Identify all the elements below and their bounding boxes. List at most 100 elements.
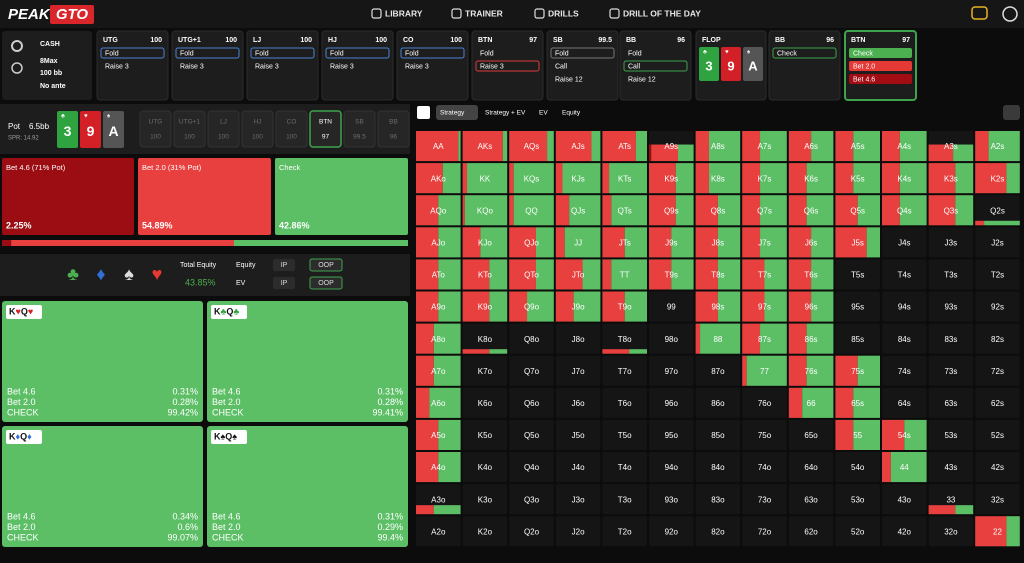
nav-item[interactable]: LIBRARY [385,8,423,18]
action-option-box[interactable] [475,60,540,72]
hand-cell[interactable] [649,323,694,354]
hand-cell[interactable] [742,484,787,515]
suit-filter[interactable]: ♥ [152,264,163,284]
hand-cell[interactable] [882,484,927,515]
hand-cell[interactable] [649,452,694,483]
hand-card[interactable] [207,301,408,422]
hand-cell[interactable] [509,452,554,483]
hand-cell[interactable] [788,452,834,483]
action-option[interactable]: Raise 3 [105,63,129,70]
position-box[interactable] [241,110,274,148]
hand-cell[interactable] [835,291,880,322]
hand-cell[interactable] [649,419,694,450]
hand-cell[interactable] [835,323,880,354]
hand-cell[interactable] [975,355,1020,386]
hand-cell[interactable] [602,484,647,515]
action-option-box[interactable] [175,47,240,59]
action-option-box[interactable] [849,48,912,58]
hand-cell[interactable] [649,355,694,386]
hand-cell[interactable] [602,387,647,418]
hand-cell[interactable] [788,419,834,450]
strategy-box[interactable] [138,158,271,235]
hand-cell[interactable] [835,516,880,547]
action-option[interactable]: Call [555,63,568,70]
action-option[interactable]: Raise 3 [480,63,504,70]
action-option[interactable]: Fold [255,50,269,57]
hand-cell[interactable] [602,452,647,483]
hand-cell[interactable] [928,291,974,322]
action-option-box[interactable] [550,47,615,59]
position-box[interactable] [309,110,342,148]
action-option[interactable]: Call [628,63,641,70]
action-option-box[interactable] [772,47,837,59]
hand-card[interactable] [207,426,408,547]
hand-cell[interactable] [416,516,461,547]
hand-cell[interactable] [602,516,647,547]
hand-cell[interactable] [742,387,787,418]
action-option-box[interactable] [325,47,390,59]
hand-cell[interactable] [695,355,741,386]
action-option-box[interactable] [400,47,465,59]
toggle-box[interactable] [309,258,343,272]
hand-cell[interactable] [788,516,834,547]
toggle-box[interactable] [309,276,343,290]
action-option[interactable]: Fold [330,50,344,57]
action-option[interactable]: Bet 4.6 [853,76,875,83]
hand-cell[interactable] [928,355,974,386]
hand-cell[interactable] [695,419,741,450]
hand-cell[interactable] [555,484,601,515]
hand-cell[interactable] [882,387,927,418]
hand-cell[interactable] [975,452,1020,483]
action-card[interactable] [619,30,692,101]
hand-cell[interactable] [928,419,974,450]
toggle-box[interactable] [273,277,295,289]
action-option[interactable]: Bet 2.0 [853,63,875,70]
hand-cell[interactable] [555,323,601,354]
hand-cell[interactable] [835,484,880,515]
tab[interactable]: Strategy + EV [485,110,526,117]
hand-cell[interactable] [882,259,927,290]
hand-cell[interactable] [695,387,741,418]
hand-cell[interactable] [882,323,927,354]
action-option-box[interactable] [623,60,688,72]
hand-cell[interactable] [649,387,694,418]
tab[interactable]: Strategy [440,110,465,117]
hand-cell[interactable] [602,355,647,386]
position-box[interactable] [377,110,410,148]
hand-cell[interactable] [788,484,834,515]
suit-filter[interactable]: ♠ [124,264,134,284]
hand-cell[interactable] [742,452,787,483]
user-icon[interactable] [1002,6,1018,22]
hand-cell[interactable] [835,259,880,290]
hand-cell[interactable] [462,419,508,450]
hand-cell[interactable] [928,387,974,418]
hand-cell[interactable] [742,516,787,547]
nav-item[interactable]: DRILL OF THE DAY [623,8,701,18]
action-option[interactable]: Fold [405,50,419,57]
hand-cell[interactable] [975,323,1020,354]
hand-cell[interactable] [975,419,1020,450]
hand-cell[interactable] [975,291,1020,322]
hand-cell[interactable] [928,516,974,547]
tab[interactable]: EV [539,110,548,117]
settings-button[interactable] [1003,105,1020,120]
toggle-option[interactable]: OOP [318,262,334,269]
chat-icon[interactable] [971,6,988,20]
settings-icon[interactable] [11,40,23,52]
action-option[interactable]: Raise 3 [255,63,279,70]
view-icon[interactable] [417,106,430,119]
hand-cell[interactable] [695,516,741,547]
hand-card[interactable] [2,301,203,422]
hand-cell[interactable] [928,323,974,354]
action-option-box[interactable] [250,47,315,59]
hand-cell[interactable] [742,419,787,450]
action-option[interactable]: Fold [105,50,119,57]
hand-cell[interactable] [975,484,1020,515]
strategy-box[interactable] [275,158,408,235]
action-option[interactable]: Raise 12 [555,76,583,83]
hand-cell[interactable] [695,452,741,483]
toggle-box[interactable] [273,259,295,271]
action-option-box[interactable] [849,74,912,84]
hand-cell[interactable] [649,291,694,322]
hand-cell[interactable] [975,259,1020,290]
